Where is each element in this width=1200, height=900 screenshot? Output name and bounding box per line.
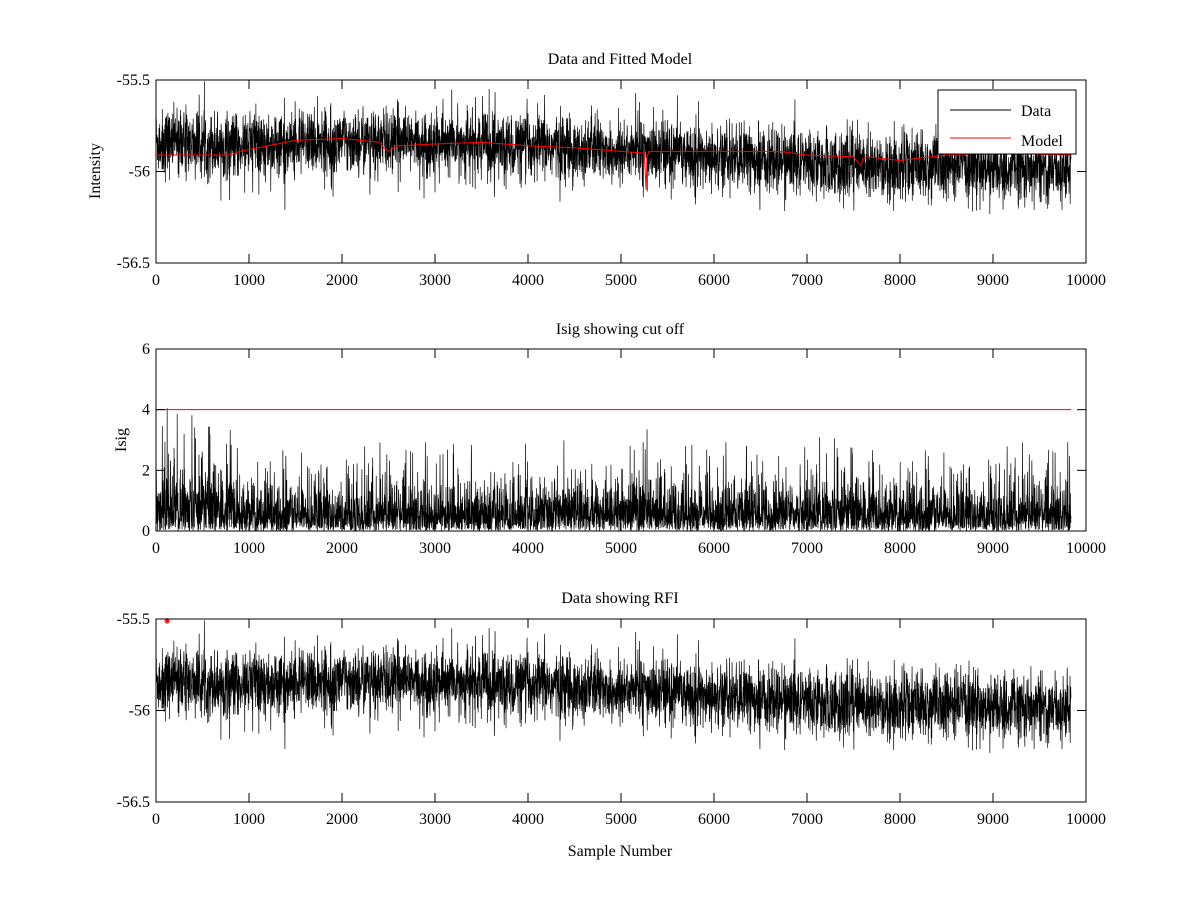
subplot2-ylabel: Isig [113,428,130,452]
subplot3-ytick-label: -55.5 [117,611,150,628]
subplot1-ylabel: Intensity [87,143,104,199]
subplot1-xtick-label: 3000 [419,272,451,289]
subplot1-title: Data and Fitted Model [548,51,693,68]
subplot2-xtick-label: 5000 [605,540,637,557]
subplot3-xtick-label: 4000 [512,811,544,828]
subplot1-xtick-label: 8000 [884,272,916,289]
subplot2-xtick-label: 6000 [698,540,730,557]
subplot3-ytick-label: -56.5 [117,794,150,811]
subplot1-ytick-label: -55.5 [117,72,150,89]
subplot2-ytick-label: 2 [142,462,150,479]
subplot2-xtick-label: 7000 [791,540,823,557]
subplot2-xtick-label: 8000 [884,540,916,557]
subplot3-plot-area [155,618,1072,753]
subplot2-xtick-label: 0 [152,540,160,557]
subplot-isig: Isig showing cut off 0 1000 2000 3000 4000 50… [113,321,1106,557]
subplot3-xtick-label: 9000 [977,811,1009,828]
subplot3-ticks: 0 1000 2000 3000 4000 5000 6000 7000 8000 9000 100… [117,611,1106,828]
subplot3-xtick-label: 1000 [233,811,265,828]
subplot2-xtick-label: 4000 [512,540,544,557]
subplot-data-and-model: Data and Fitted Model 0 1000 2000 3000 4000 5… [87,51,1106,289]
subplot3-xtick-label: 2000 [326,811,358,828]
series-isig-line [155,408,1072,532]
subplot1-xtick-label: 7000 [791,272,823,289]
subplot1-xtick-label: 10000 [1066,272,1106,289]
subplot2-ytick-label: 6 [142,341,150,358]
subplot-data-rfi: Data showing RFI 0 1000 2000 3000 4000 5000 60… [117,590,1106,860]
subplot3-xtick-label: 7000 [791,811,823,828]
subplot2-ticks: 0 1000 2000 3000 4000 5000 6000 7000 8000 9000 100… [142,341,1106,557]
subplot1-xtick-label: 5000 [605,272,637,289]
subplot3-xtick-label: 10000 [1066,811,1106,828]
subplot2-ytick-label: 4 [142,402,150,419]
subplot2-plot-area [155,408,1072,532]
subplot1-xtick-label: 2000 [326,272,358,289]
subplot3-xtick-label: 3000 [419,811,451,828]
subplot2-xtick-label: 9000 [977,540,1009,557]
series-data-line [155,620,1072,753]
subplot3-xtick-label: 0 [152,811,160,828]
subplot2-title: Isig showing cut off [556,321,685,338]
subplot3-xtick-label: 5000 [605,811,637,828]
subplot1-legend: Data Model [937,89,1077,155]
subplot1-xtick-label: 1000 [233,272,265,289]
subplot1-xtick-label: 9000 [977,272,1009,289]
subplot2-xtick-label: 10000 [1066,540,1106,557]
subplot3-xlabel: Sample Number [568,843,673,860]
subplot3-xtick-label: 8000 [884,811,916,828]
subplot1-ytick-label: -56.5 [117,255,150,272]
subplot1-ytick-label: -56 [129,164,150,181]
subplot1-xtick-label: 0 [152,272,160,289]
subplot1-xtick-label: 6000 [698,272,730,289]
legend-model-label: Model [1021,133,1063,150]
legend-data-label: Data [1021,103,1051,120]
subplot2-xtick-label: 3000 [419,540,451,557]
subplot2-xtick-label: 2000 [326,540,358,557]
subplot1-ticks: 0 1000 2000 3000 4000 5000 6000 7000 8000 9000 100… [117,72,1106,289]
subplot3-xtick-label: 6000 [698,811,730,828]
subplot1-xtick-label: 4000 [512,272,544,289]
subplot3-title: Data showing RFI [561,590,678,607]
subplot3-ytick-label: -56 [129,703,150,720]
subplot2-xtick-label: 1000 [233,540,265,557]
subplot1-plot-area [155,81,1072,214]
series-model-line [156,138,1072,190]
subplot2-ytick-label: 0 [142,523,150,540]
